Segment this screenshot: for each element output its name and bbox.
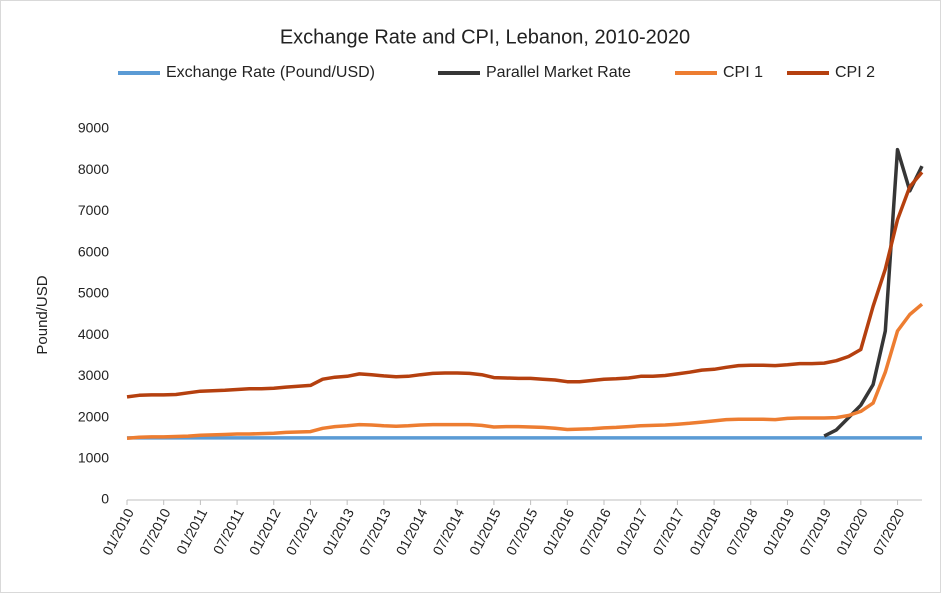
y-tick-label: 1000 xyxy=(78,449,109,465)
series-line xyxy=(126,302,924,440)
series-line xyxy=(126,171,924,399)
legend-label: CPI 1 xyxy=(723,64,763,81)
y-tick-label: 2000 xyxy=(78,408,109,424)
y-tick-label: 5000 xyxy=(78,285,109,301)
y-tick-label: 3000 xyxy=(78,367,109,383)
legend-label: Exchange Rate (Pound/USD) xyxy=(166,64,375,81)
legend-label: Parallel Market Rate xyxy=(486,64,631,81)
y-axis-label: Pound/USD xyxy=(34,275,51,354)
legend-label: CPI 2 xyxy=(835,64,875,81)
y-tick-label: 0 xyxy=(101,491,109,507)
chart-title: Exchange Rate and CPI, Lebanon, 2010-202… xyxy=(280,26,690,48)
series-line xyxy=(823,147,924,438)
y-tick-label: 8000 xyxy=(78,161,109,177)
y-tick-label: 4000 xyxy=(78,326,109,342)
y-tick-label: 9000 xyxy=(78,120,109,136)
y-tick-label: 7000 xyxy=(78,202,109,218)
y-tick-label: 6000 xyxy=(78,243,109,259)
